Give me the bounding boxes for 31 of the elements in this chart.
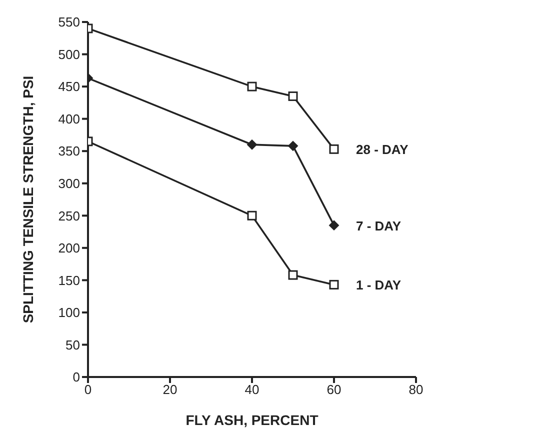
x-tick-label: 20 — [162, 382, 178, 398]
point — [329, 280, 339, 290]
y-tick-label: 50 — [66, 337, 80, 352]
y-tick-label: 500 — [58, 46, 80, 62]
y-axis-title: SPLITTING TENSILE STRENGTH, PSI — [20, 76, 36, 324]
point — [329, 220, 339, 230]
series-label: 7 - DAY — [356, 218, 402, 234]
point — [247, 210, 257, 220]
y-tick-label: 150 — [58, 272, 80, 288]
x-axis-title: FLY ASH, PERCENT — [186, 412, 319, 428]
y-tick-label: 300 — [58, 176, 80, 191]
point — [247, 82, 257, 92]
x-tick-label: 0 — [84, 382, 92, 398]
y-tick-label: 0 — [72, 370, 80, 385]
point — [329, 144, 339, 154]
y-tick-label: 100 — [58, 305, 80, 320]
series-label: 28 - DAY — [356, 142, 409, 158]
x-tick-label: 80 — [408, 382, 424, 398]
y-tick-label: 200 — [58, 240, 80, 256]
point — [288, 91, 298, 101]
x-tick-label: 60 — [326, 382, 342, 398]
y-tick-label: 450 — [58, 79, 80, 94]
point — [288, 270, 298, 280]
y-tick-label: 350 — [58, 144, 80, 159]
point — [247, 140, 257, 150]
y-tick-label: 400 — [58, 111, 80, 126]
y-tick-label: 550 — [58, 14, 80, 30]
x-tick-label: 40 — [244, 382, 260, 398]
y-tick-label: 250 — [58, 208, 80, 224]
point — [288, 140, 298, 151]
series-label: 1 - DAY — [356, 278, 402, 293]
